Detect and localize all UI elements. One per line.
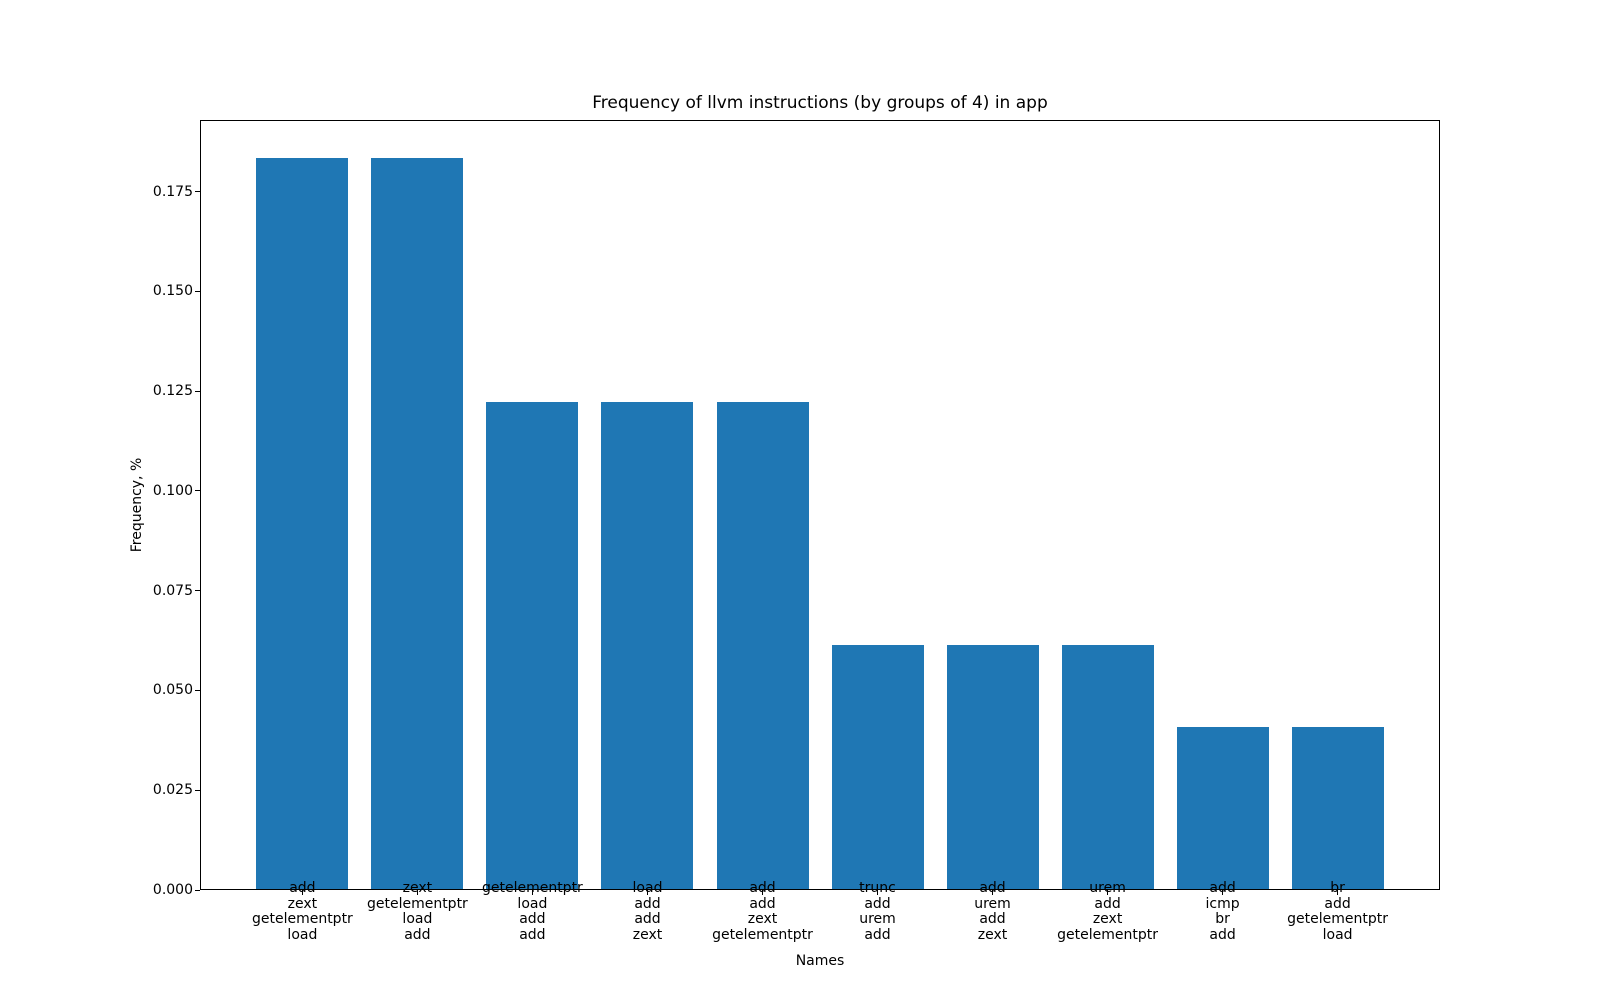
chart-title: Frequency of llvm instructions (by group… — [592, 93, 1048, 113]
bar — [946, 645, 1039, 889]
y-tick-mark — [195, 390, 200, 392]
y-tick-mark — [195, 290, 200, 292]
x-tick-label: trunc add urem add — [859, 880, 896, 943]
bar — [486, 401, 579, 889]
x-tick-label: add zext getelementptr load — [251, 880, 353, 943]
x-tick-mark — [531, 890, 533, 895]
x-tick-mark — [1222, 890, 1224, 895]
y-tick-mark — [195, 590, 200, 592]
bar — [1176, 726, 1269, 889]
x-tick-mark — [1107, 890, 1109, 895]
y-tick-label: 0.025 — [152, 782, 193, 799]
bar — [256, 157, 349, 889]
y-axis-label: Frequency, % — [129, 457, 145, 553]
bar — [716, 401, 809, 889]
x-tick-label: urem add zext getelementptr — [1057, 880, 1159, 943]
y-tick-label: 0.050 — [152, 682, 193, 699]
x-tick-mark — [1337, 890, 1339, 895]
plot-area — [200, 120, 1440, 890]
x-tick-mark — [647, 890, 648, 895]
x-tick-label: zext getelementptr load add — [366, 880, 468, 943]
x-tick-label: getelementptr load add add — [481, 880, 583, 943]
bar — [371, 157, 464, 889]
x-tick-mark — [762, 890, 763, 895]
y-tick-label: 0.100 — [152, 482, 193, 499]
x-axis-label: Names — [795, 953, 845, 969]
x-tick-mark — [416, 890, 418, 895]
y-tick-mark — [195, 789, 200, 791]
y-tick-label: 0.075 — [152, 582, 193, 599]
x-tick-label: add urem add zext — [974, 880, 1011, 943]
y-tick-mark — [195, 889, 200, 891]
y-tick-mark — [195, 490, 200, 492]
x-tick-mark — [992, 890, 993, 895]
x-tick-mark — [301, 890, 303, 895]
x-tick-label: br add getelementptr load — [1287, 880, 1389, 943]
y-tick-mark — [195, 689, 200, 691]
y-tick-label: 0.175 — [152, 183, 193, 200]
y-tick-label: 0.125 — [152, 383, 193, 399]
y-tick-mark — [195, 191, 200, 192]
x-tick-mark — [877, 890, 878, 895]
bar — [1291, 726, 1384, 889]
x-tick-label: add icmp br add — [1205, 880, 1240, 943]
y-tick-label: 0.150 — [152, 283, 193, 300]
x-tick-label: load add add zext — [632, 880, 663, 943]
bar — [831, 645, 924, 889]
x-tick-label: add add zext getelementptr — [712, 880, 813, 943]
y-tick-label: 0.000 — [152, 882, 193, 898]
bar — [1061, 645, 1154, 889]
bar — [601, 401, 694, 889]
